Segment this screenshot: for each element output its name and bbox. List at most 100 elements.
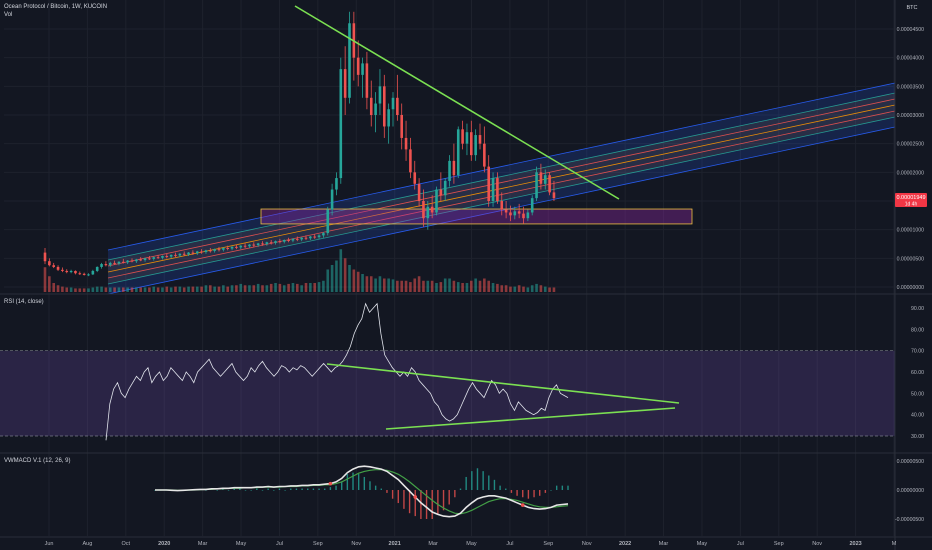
- volume-bar: [322, 280, 325, 292]
- rsi-tick-label: 50.00: [911, 391, 924, 397]
- channel-line: [107, 98, 896, 267]
- macd-histogram-bar: [352, 472, 354, 490]
- volume-bar: [369, 276, 373, 292]
- candle-body: [152, 257, 156, 259]
- volume-bar: [365, 276, 369, 292]
- volume-bar: [548, 287, 551, 292]
- candle-body: [317, 235, 321, 238]
- time-axis[interactable]: Jun Aug Oct 2020 Mar May Jul Sep Nov 2021 Mar May Ju…: [45, 541, 897, 547]
- volume-bar: [191, 286, 195, 292]
- price-tick-label: 0.00004000: [897, 56, 925, 62]
- time-tick-label: Mar: [198, 541, 208, 547]
- macd-histogram-bar: [244, 490, 247, 491]
- candle-body: [387, 109, 390, 127]
- candlesticks: [43, 11, 556, 277]
- macd-histogram-bar: [307, 488, 309, 490]
- candle-body: [335, 178, 338, 190]
- time-tick-label: Nov: [582, 541, 592, 547]
- macd-histogram-bar: [471, 471, 473, 490]
- candle-body: [235, 246, 238, 248]
- volume-bar: [509, 286, 512, 292]
- candle-body: [348, 23, 351, 98]
- time-tick-label: 2020: [158, 541, 170, 547]
- candle-body: [522, 213, 525, 219]
- volume-bar: [348, 265, 351, 292]
- time-tick-label: Sep: [313, 541, 323, 547]
- volume-bar: [470, 280, 473, 292]
- macd-histogram-bar: [256, 488, 258, 490]
- channel-line: [107, 104, 896, 273]
- rsi-title: RSI (14, close): [4, 299, 44, 305]
- macd-histogram-bar: [493, 479, 496, 490]
- candle-body: [104, 264, 108, 266]
- macd-cross-marker: [328, 481, 333, 486]
- volume-bar: [195, 286, 199, 292]
- macd-histogram-bar: [499, 485, 501, 490]
- volume-label: Vol: [4, 12, 12, 18]
- volume-bar: [409, 282, 412, 292]
- macd-tick-label: 0.00000500: [897, 459, 925, 465]
- macd-histogram-bar: [437, 490, 439, 515]
- volume-bar: [296, 283, 299, 292]
- volume-bar: [391, 279, 395, 292]
- volume-bar: [252, 285, 256, 292]
- volume-bar: [143, 287, 147, 292]
- volume-bar: [174, 286, 177, 292]
- candle-body: [135, 259, 138, 262]
- macd-histogram-bar: [233, 488, 235, 490]
- volume-bar: [413, 278, 417, 292]
- volume-bar: [139, 287, 142, 292]
- volume-bar: [456, 282, 460, 292]
- candle-body: [148, 258, 151, 260]
- time-tick-label: Mar: [659, 541, 669, 547]
- candle-body: [291, 238, 295, 241]
- volume-bar: [217, 286, 221, 292]
- candle-body: [343, 69, 347, 98]
- candle-body: [95, 266, 99, 271]
- volume-bar: [148, 287, 151, 292]
- macd-histogram-bar: [278, 488, 281, 490]
- volume-bar: [117, 287, 121, 292]
- candle-body: [65, 270, 69, 273]
- volume-bar: [243, 285, 247, 292]
- volume-bar: [483, 278, 486, 292]
- support-zone: [260, 208, 693, 225]
- macd-histogram-bar: [205, 490, 207, 491]
- candle-body: [426, 206, 430, 219]
- macd-histogram-bar: [442, 490, 445, 511]
- volume-bar: [374, 278, 377, 292]
- candle-body: [470, 132, 473, 156]
- candle-body: [517, 211, 521, 214]
- volume-bar: [187, 286, 190, 292]
- volume-bar: [443, 278, 447, 292]
- macd-histogram-bar: [561, 485, 564, 490]
- macd-histogram-bar: [216, 490, 218, 491]
- candle-body: [282, 239, 286, 242]
- price-tick-label: 0.00002500: [897, 142, 925, 148]
- time-tick-label: Oct: [122, 541, 131, 547]
- candle-body: [287, 239, 290, 241]
- volume-bar: [448, 278, 451, 292]
- macd-histogram-bar: [425, 490, 428, 519]
- time-tick-label: Jul: [506, 541, 513, 547]
- volume-bar: [361, 274, 364, 292]
- macd-histogram-bar: [516, 490, 518, 496]
- volume-bar: [130, 287, 134, 292]
- candle-body: [422, 201, 425, 219]
- volume-bar: [326, 269, 330, 292]
- volume-bar: [165, 286, 169, 292]
- volume-bar: [287, 283, 290, 292]
- macd-histogram-bar: [335, 485, 337, 490]
- candle-body: [222, 248, 225, 250]
- candle-body: [178, 253, 182, 256]
- candle-body: [191, 252, 195, 254]
- candle-body: [48, 261, 51, 266]
- macd-histogram-bar: [454, 490, 456, 498]
- last-price-badge: 0.00001949 1d 4h: [895, 193, 927, 208]
- macd-histogram-bar: [284, 490, 286, 491]
- candle-body: [413, 172, 417, 184]
- volume-bar: [209, 285, 212, 292]
- time-tick-label: 2023: [849, 541, 861, 547]
